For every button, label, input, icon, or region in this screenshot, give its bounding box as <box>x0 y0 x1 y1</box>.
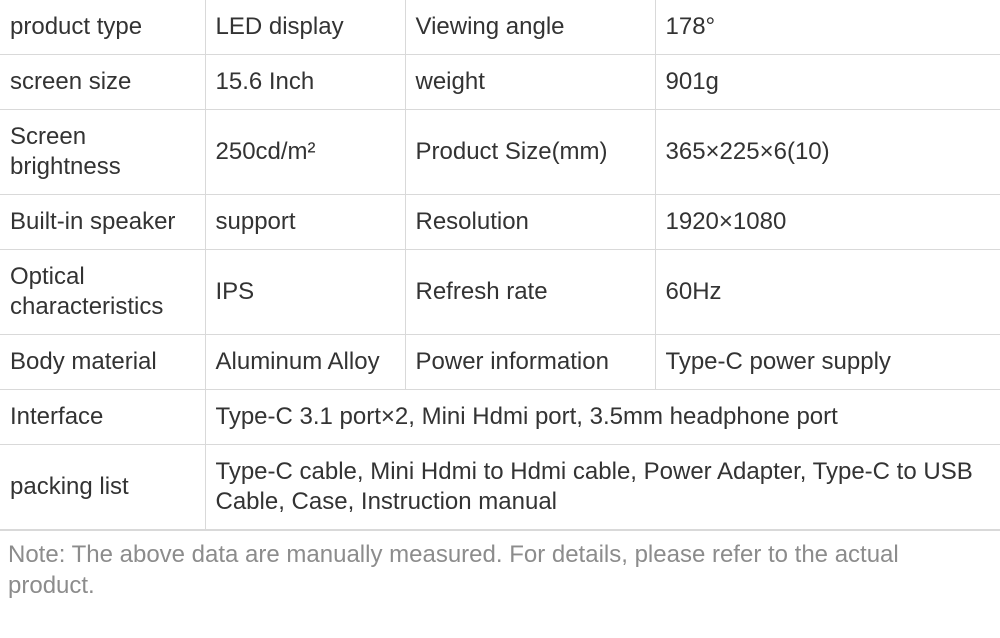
spec-value: support <box>205 195 405 250</box>
spec-label: Viewing angle <box>405 0 655 55</box>
table-row: Body material Aluminum Alloy Power infor… <box>0 335 1000 390</box>
spec-label: Interface <box>0 390 205 445</box>
spec-label: Refresh rate <box>405 250 655 335</box>
spec-value: IPS <box>205 250 405 335</box>
footnote-text: Note: The above data are manually measur… <box>0 530 1000 601</box>
spec-label: packing list <box>0 445 205 530</box>
spec-value: Aluminum Alloy <box>205 335 405 390</box>
spec-label: Screen brightness <box>0 110 205 195</box>
spec-label: product type <box>0 0 205 55</box>
table-row: packing list Type-C cable, Mini Hdmi to … <box>0 445 1000 530</box>
spec-value: Type-C 3.1 port×2, Mini Hdmi port, 3.5mm… <box>205 390 1000 445</box>
spec-value: 365×225×6(10) <box>655 110 1000 195</box>
spec-value: Type-C cable, Mini Hdmi to Hdmi cable, P… <box>205 445 1000 530</box>
table-row: product type LED display Viewing angle 1… <box>0 0 1000 55</box>
spec-label: Body material <box>0 335 205 390</box>
product-spec-table: product type LED display Viewing angle 1… <box>0 0 1000 530</box>
spec-label: weight <box>405 55 655 110</box>
spec-label: Power information <box>405 335 655 390</box>
spec-label: Built-in speaker <box>0 195 205 250</box>
spec-value: 178° <box>655 0 1000 55</box>
spec-value: 901g <box>655 55 1000 110</box>
table-row: Screen brightness 250cd/m² Product Size(… <box>0 110 1000 195</box>
spec-label: Resolution <box>405 195 655 250</box>
spec-value: LED display <box>205 0 405 55</box>
spec-value: 60Hz <box>655 250 1000 335</box>
spec-value: 250cd/m² <box>205 110 405 195</box>
spec-label: Optical characteristics <box>0 250 205 335</box>
table-row: Optical characteristics IPS Refresh rate… <box>0 250 1000 335</box>
spec-value: 1920×1080 <box>655 195 1000 250</box>
table-row: Built-in speaker support Resolution 1920… <box>0 195 1000 250</box>
table-row: Interface Type-C 3.1 port×2, Mini Hdmi p… <box>0 390 1000 445</box>
spec-value: Type-C power supply <box>655 335 1000 390</box>
spec-label: Product Size(mm) <box>405 110 655 195</box>
spec-label: screen size <box>0 55 205 110</box>
table-row: screen size 15.6 Inch weight 901g <box>0 55 1000 110</box>
spec-value: 15.6 Inch <box>205 55 405 110</box>
